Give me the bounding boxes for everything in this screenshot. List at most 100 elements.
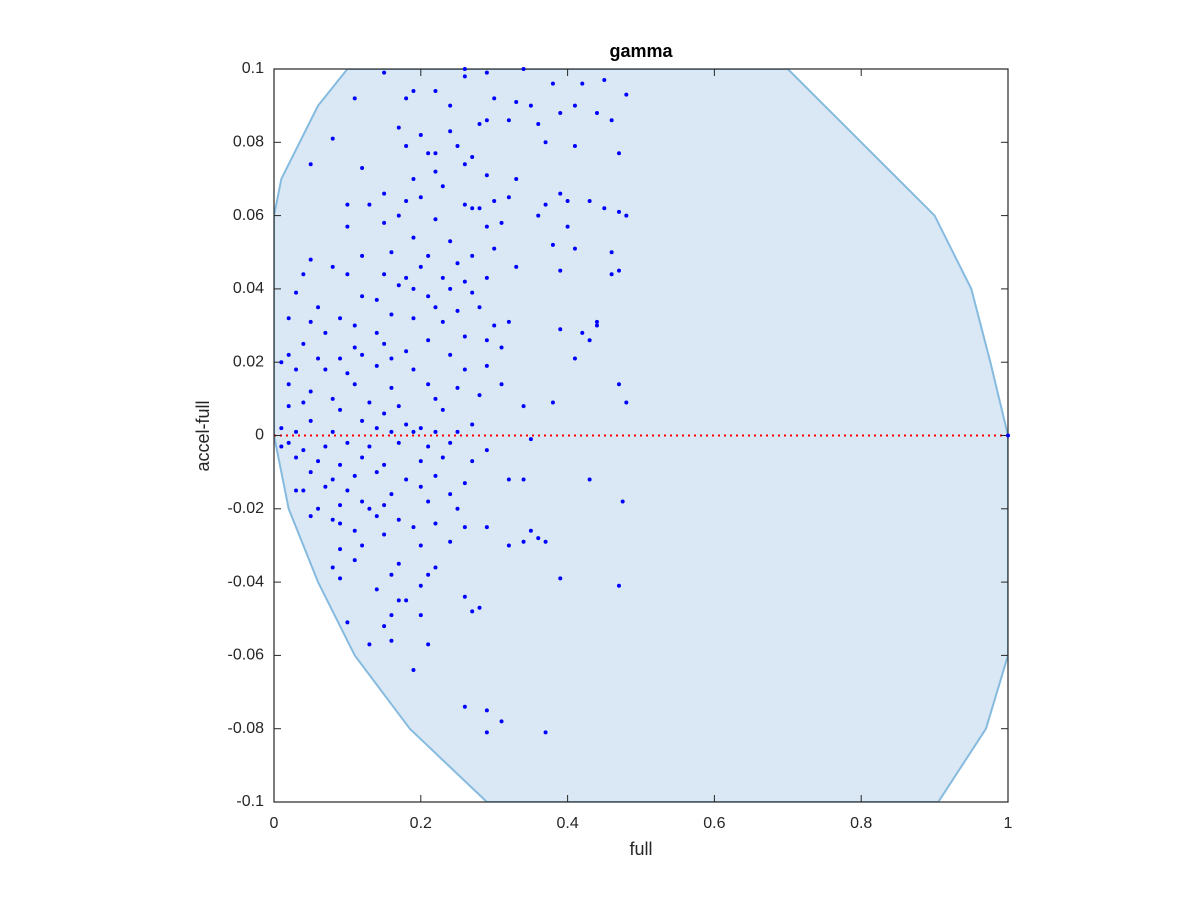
data-point	[411, 88, 416, 93]
data-point	[345, 620, 350, 625]
data-point	[543, 539, 548, 544]
data-point	[477, 206, 482, 211]
data-point	[455, 429, 460, 434]
data-point	[323, 444, 328, 449]
data-point	[462, 279, 467, 284]
data-point	[426, 499, 431, 504]
data-point	[389, 492, 394, 497]
data-point	[616, 151, 621, 156]
data-point	[367, 506, 372, 511]
data-point	[462, 67, 467, 71]
data-point	[374, 514, 379, 519]
data-point	[543, 730, 548, 735]
data-point	[455, 506, 460, 511]
data-point	[426, 572, 431, 577]
data-point	[396, 125, 401, 130]
data-point	[382, 220, 387, 225]
data-point	[382, 341, 387, 346]
data-point	[462, 334, 467, 339]
data-point	[426, 151, 431, 156]
data-point	[338, 407, 343, 412]
data-point	[609, 272, 614, 277]
data-point	[345, 224, 350, 229]
data-point	[433, 88, 438, 93]
data-point	[338, 547, 343, 552]
data-point	[418, 459, 423, 464]
data-point	[345, 488, 350, 493]
data-point	[455, 308, 460, 313]
data-point	[448, 440, 453, 445]
data-point	[492, 246, 497, 251]
data-point	[360, 253, 365, 258]
data-point	[360, 499, 365, 504]
data-point	[477, 605, 482, 610]
data-point	[338, 462, 343, 467]
data-point	[338, 356, 343, 361]
data-point	[389, 429, 394, 434]
data-point	[418, 132, 423, 137]
data-point	[470, 609, 475, 614]
y-tick-label: 0.04	[233, 280, 264, 297]
data-point	[374, 426, 379, 431]
data-point	[484, 363, 489, 368]
data-point	[279, 426, 284, 431]
data-point	[323, 367, 328, 372]
data-point	[528, 528, 533, 533]
data-point	[492, 323, 497, 328]
data-point	[411, 525, 416, 530]
data-point	[484, 70, 489, 75]
data-point	[558, 268, 563, 273]
data-point	[499, 382, 504, 387]
data-point	[484, 708, 489, 713]
data-point	[411, 668, 416, 673]
data-point	[462, 525, 467, 530]
data-point	[462, 202, 467, 207]
data-point	[352, 473, 357, 478]
data-point	[433, 217, 438, 222]
data-point	[294, 488, 299, 493]
data-point	[345, 371, 350, 376]
data-point	[448, 492, 453, 497]
data-point	[550, 81, 555, 86]
data-point	[374, 297, 379, 302]
y-tick-label: 0.02	[233, 353, 264, 370]
data-point	[338, 503, 343, 508]
data-point	[536, 213, 541, 218]
y-axis-label: accel-full	[193, 400, 213, 471]
data-point	[594, 323, 599, 328]
data-point	[338, 576, 343, 581]
data-point	[433, 169, 438, 174]
data-point	[580, 81, 585, 86]
data-point	[477, 393, 482, 398]
data-point	[433, 473, 438, 478]
data-point	[323, 330, 328, 335]
data-point	[506, 118, 511, 123]
data-point	[543, 140, 548, 145]
data-point	[360, 352, 365, 357]
data-point	[411, 367, 416, 372]
data-point	[301, 488, 306, 493]
data-point	[294, 367, 299, 372]
data-point	[484, 173, 489, 178]
data-point	[418, 195, 423, 200]
data-point	[382, 503, 387, 508]
data-point	[455, 385, 460, 390]
data-point	[433, 396, 438, 401]
data-point	[448, 539, 453, 544]
data-point	[440, 184, 445, 189]
y-tick-label: 0.08	[233, 134, 264, 151]
data-point	[440, 275, 445, 280]
data-point	[521, 404, 526, 409]
data-point	[580, 330, 585, 335]
x-tick-label: 1	[1004, 815, 1013, 832]
data-point	[396, 440, 401, 445]
data-point	[616, 209, 621, 214]
data-point	[360, 543, 365, 548]
data-point	[484, 730, 489, 735]
data-point	[558, 191, 563, 196]
data-point	[470, 253, 475, 258]
data-point	[572, 143, 577, 148]
data-point	[448, 286, 453, 291]
data-point	[301, 341, 306, 346]
data-point	[396, 598, 401, 603]
